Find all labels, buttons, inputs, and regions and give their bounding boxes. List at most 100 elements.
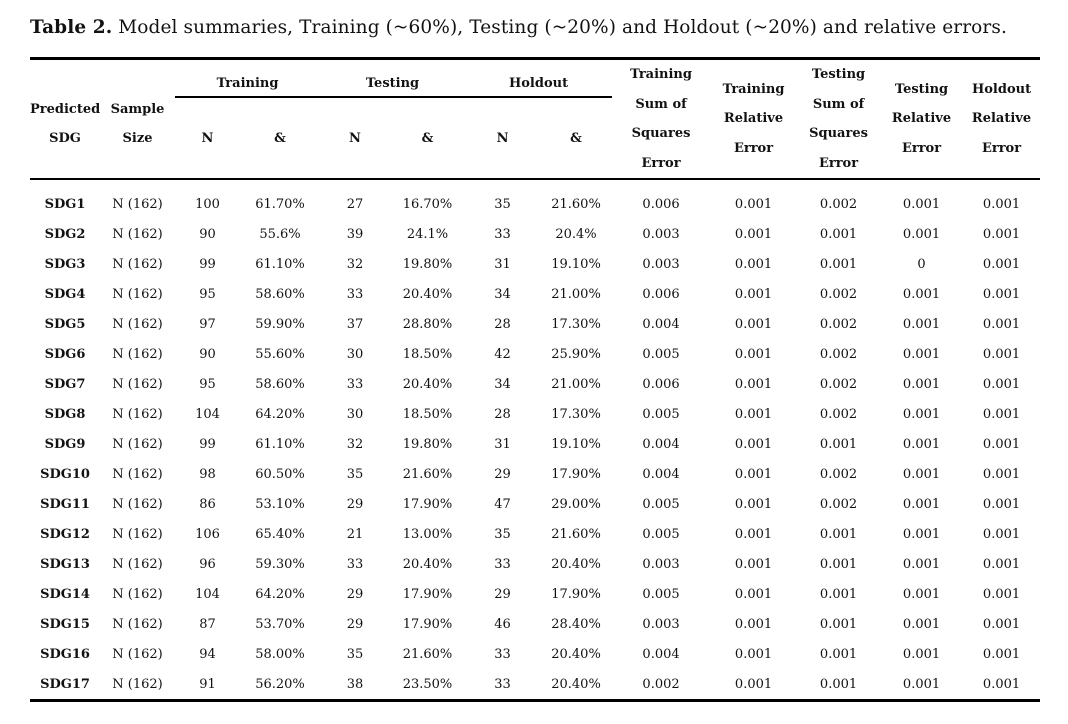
col-header-holdout-relative-error: Holdout Relative Error: [963, 59, 1040, 180]
sample-size-cell: N (162): [112, 226, 163, 242]
sdg-label-cell: SDG11: [40, 496, 90, 512]
training-sse-cell: 0.004: [642, 466, 680, 482]
table-row: SDG16 N (162) 94 58.00% 35 21.60% 33 20.…: [30, 639, 1040, 669]
training-sse-cell: 0.005: [642, 526, 680, 542]
holdout-pct-cell: 20.40%: [551, 646, 601, 662]
table-row: SDG3 N (162) 99 61.10% 32 19.80% 31 19.1…: [30, 249, 1040, 279]
testing-pct-cell: 21.60%: [402, 646, 453, 662]
testing-pct-cell: 17.90%: [402, 496, 453, 512]
subcol-header-training-pct: &: [274, 130, 286, 146]
testing-relative-error-cell: 0.001: [902, 556, 941, 572]
testing-relative-error-cell: 0.001: [902, 376, 941, 392]
table-row: SDG9 N (162) 99 61.10% 32 19.80% 31 19.1…: [30, 429, 1040, 459]
holdout-pct-cell: 20.40%: [551, 556, 601, 572]
testing-relative-error-cell: 0.001: [902, 286, 941, 302]
testing-n-cell: 30: [346, 346, 364, 362]
col-header-line: Size: [122, 131, 153, 146]
holdout-pct-cell: 21.60%: [551, 196, 601, 212]
training-n-cell: 91: [199, 676, 216, 692]
table-row: SDG12 N (162) 106 65.40% 21 13.00% 35 21…: [30, 519, 1040, 549]
subcol-header-testing-n: N: [349, 130, 361, 146]
training-relative-error-cell: 0.001: [734, 646, 773, 662]
training-relative-error-cell: 0.001: [734, 406, 773, 422]
caption-text: Model summaries, Training (~60%), Testin…: [118, 17, 1007, 38]
testing-n-cell: 32: [346, 256, 364, 272]
training-n-cell: 106: [195, 526, 220, 542]
testing-sse-cell: 0.001: [819, 556, 858, 572]
sdg-label-cell: SDG5: [44, 316, 86, 332]
holdout-relative-error-cell: 0.001: [982, 436, 1021, 452]
testing-sse-cell: 0.001: [819, 586, 858, 602]
training-sse-cell: 0.003: [642, 616, 680, 632]
sample-size-cell: N (162): [112, 316, 163, 332]
sample-size-cell: N (162): [112, 556, 163, 572]
testing-pct-cell: 16.70%: [402, 196, 453, 212]
training-sse-cell: 0.003: [642, 226, 680, 242]
training-relative-error-cell: 0.001: [734, 226, 773, 242]
holdout-n-cell: 28: [494, 406, 511, 422]
col-header-line: Error: [901, 140, 942, 156]
training-n-cell: 90: [199, 226, 216, 242]
testing-n-cell: 29: [346, 586, 364, 602]
sample-size-cell: N (162): [112, 376, 163, 392]
testing-relative-error-cell: 0.001: [902, 406, 941, 422]
col-header-sample-size: Sample Size: [100, 59, 175, 180]
col-header-line: Sample: [110, 101, 165, 117]
testing-pct-cell: 28.80%: [402, 316, 453, 332]
testing-n-cell: 32: [346, 436, 364, 452]
holdout-relative-error-cell: 0.001: [982, 316, 1021, 332]
holdout-pct-cell: 19.10%: [551, 436, 601, 452]
table-row: SDG5 N (162) 97 59.90% 37 28.80% 28 17.3…: [30, 309, 1040, 339]
holdout-n-cell: 31: [494, 256, 511, 272]
table-row: SDG15 N (162) 87 53.70% 29 17.90% 46 28.…: [30, 609, 1040, 639]
col-header-line: Training: [630, 67, 692, 82]
sample-size-cell: N (162): [112, 256, 163, 272]
testing-sse-cell: 0.002: [819, 376, 858, 392]
testing-n-cell: 39: [346, 226, 364, 242]
training-pct-cell: 58.60%: [255, 376, 305, 392]
training-pct-cell: 55.6%: [259, 226, 301, 242]
training-relative-error-cell: 0.001: [734, 376, 773, 392]
testing-relative-error-cell: 0.001: [902, 316, 941, 332]
table-row: SDG17 N (162) 91 56.20% 38 23.50% 33 20.…: [30, 669, 1040, 701]
testing-sse-cell: 0.002: [819, 316, 858, 332]
col-header-line: Squares: [809, 126, 868, 141]
holdout-n-cell: 35: [494, 196, 511, 212]
holdout-n-cell: 35: [494, 526, 511, 542]
col-header-line: Relative: [891, 111, 952, 127]
training-sse-cell: 0.003: [642, 256, 680, 272]
training-relative-error-cell: 0.001: [734, 676, 773, 692]
sample-size-cell: N (162): [112, 616, 163, 632]
col-header-line: Sum of: [635, 96, 687, 112]
training-n-cell: 95: [199, 286, 216, 302]
sdg-label-cell: SDG12: [40, 526, 90, 542]
sample-size-cell: N (162): [112, 196, 163, 212]
training-n-cell: 100: [195, 196, 220, 212]
subcol-header-training-n: N: [201, 130, 214, 146]
holdout-relative-error-cell: 0.001: [982, 466, 1021, 482]
holdout-pct-cell: 20.40%: [551, 676, 601, 692]
holdout-relative-error-cell: 0.001: [982, 256, 1021, 272]
sample-size-cell: N (162): [112, 286, 163, 302]
training-n-cell: 99: [199, 256, 216, 272]
col-header-training-sum-of-squares-error: Training Sum of Squares Error: [612, 59, 710, 180]
col-header-line: Relative: [723, 111, 784, 127]
holdout-pct-cell: 20.4%: [555, 226, 597, 242]
sdg-label-cell: SDG10: [40, 466, 90, 482]
training-sse-cell: 0.004: [642, 646, 680, 662]
training-sse-cell: 0.005: [642, 496, 680, 512]
holdout-relative-error-cell: 0.001: [982, 496, 1021, 512]
training-n-cell: 99: [199, 436, 216, 452]
holdout-n-cell: 33: [494, 676, 511, 692]
col-header-line: Predicted: [30, 101, 100, 117]
holdout-pct-cell: 19.10%: [551, 256, 601, 272]
holdout-relative-error-cell: 0.001: [982, 346, 1021, 362]
testing-n-cell: 29: [346, 616, 364, 632]
holdout-relative-error-cell: 0.001: [982, 526, 1021, 542]
training-sse-cell: 0.005: [642, 346, 680, 362]
sample-size-cell: N (162): [112, 526, 163, 542]
holdout-relative-error-cell: 0.001: [982, 616, 1021, 632]
testing-relative-error-cell: 0.001: [902, 466, 941, 482]
holdout-relative-error-cell: 0.001: [982, 676, 1021, 692]
